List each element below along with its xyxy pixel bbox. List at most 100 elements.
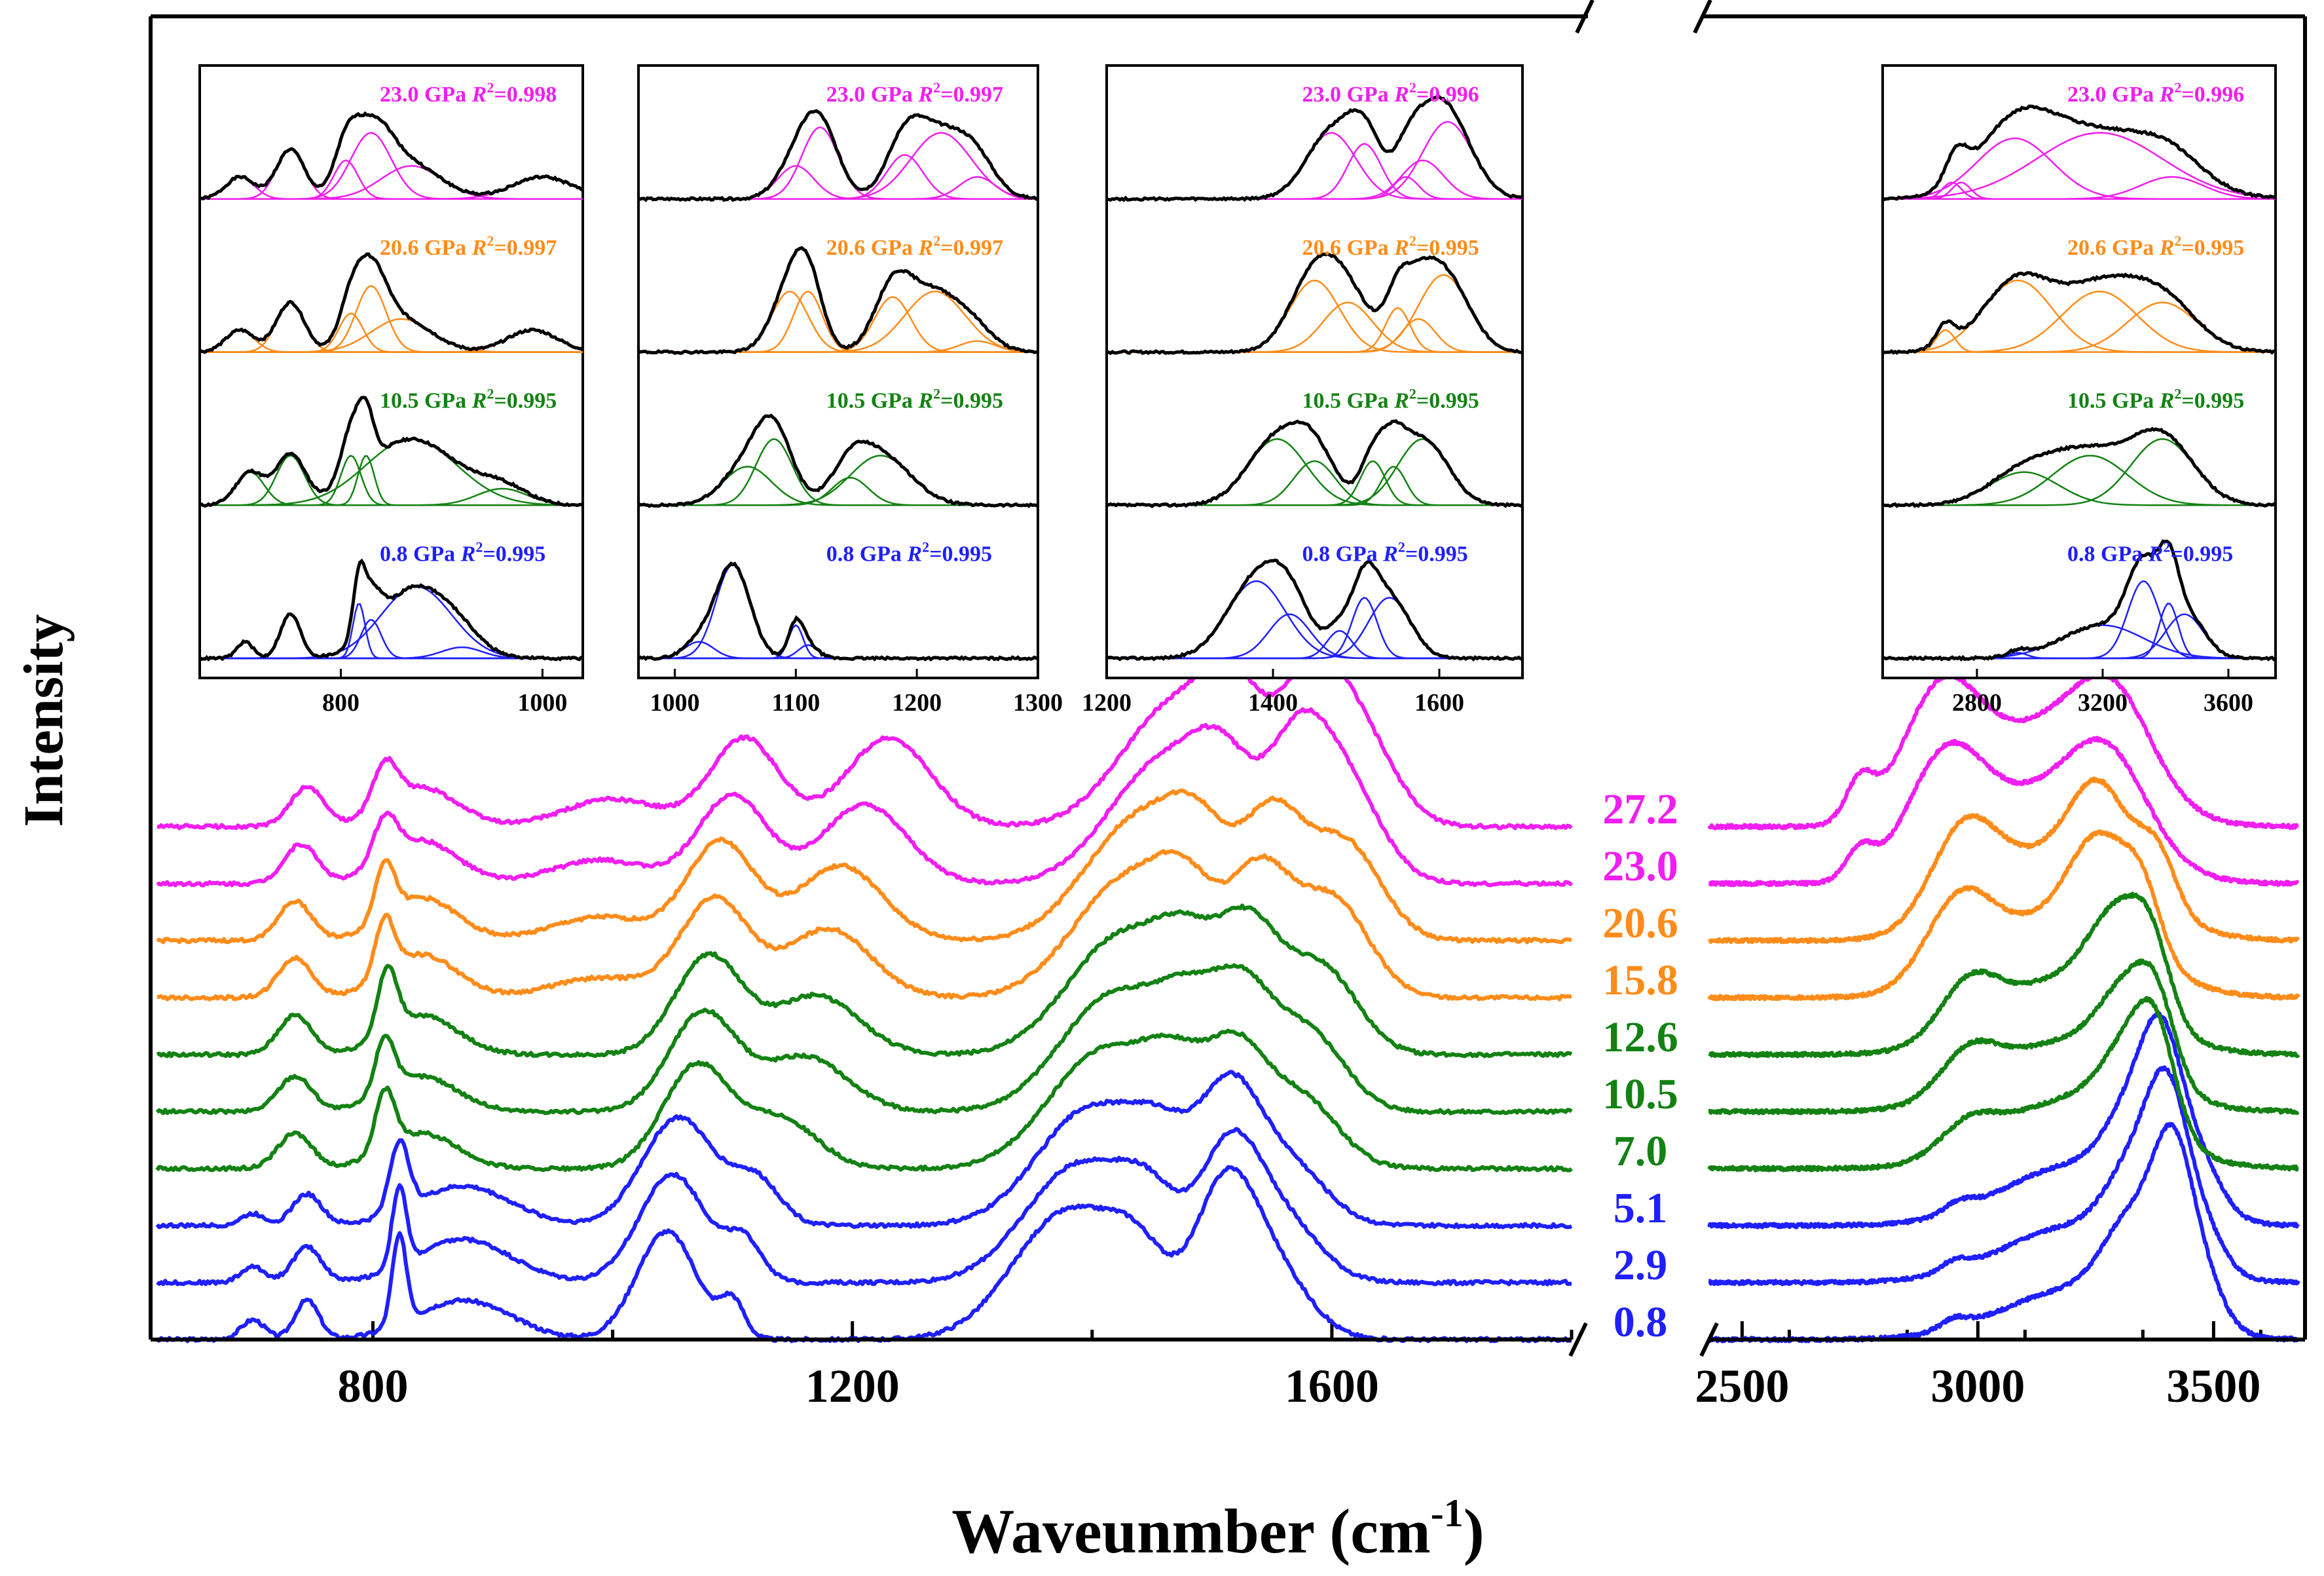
inset-3-row-label-1: 20.6 GPa R2=0.995 xyxy=(1302,233,1479,260)
inset-3-envelope-3 xyxy=(1106,558,1523,662)
series-label-20.6: 20.6 xyxy=(1602,899,1678,947)
inset-4-tick-label-3200: 3200 xyxy=(2078,689,2128,717)
x-tick-label-low-800: 800 xyxy=(337,1360,408,1412)
inset-2-row-label-0: 23.0 GPa R2=0.997 xyxy=(826,79,1003,107)
series-label-27.2: 27.2 xyxy=(1602,785,1678,833)
axes-frame xyxy=(149,0,2307,1357)
series-high-27.2 xyxy=(1707,671,2300,831)
inset-2-tick-label-1000: 1000 xyxy=(650,689,699,717)
x-axis-label-sup: -1 xyxy=(1431,1492,1464,1535)
inset-4-row-label-0: 23.0 GPa R2=0.996 xyxy=(2067,79,2244,107)
series-label-0.8: 0.8 xyxy=(1614,1298,1668,1346)
inset-2-row-label-2: 10.5 GPa R2=0.995 xyxy=(826,386,1003,413)
inset-3-tick-label-1200: 1200 xyxy=(1082,689,1132,717)
x-axis-label-close: ) xyxy=(1464,1496,1485,1566)
inset-2-row-label-3: 0.8 GPa R2=0.995 xyxy=(826,538,992,566)
inset-2-envelope-0 xyxy=(638,109,1039,202)
series-low-12.6 xyxy=(156,903,1573,1059)
inset-4-row-label-2: 10.5 GPa R2=0.995 xyxy=(2067,386,2244,413)
inset-3-tick-label-1600: 1600 xyxy=(1414,689,1464,717)
inset-2-frame xyxy=(637,64,1039,679)
panel-high: 2500 3000 3500 xyxy=(1695,671,2300,1412)
inset-4-envelope-2 xyxy=(1882,426,2277,508)
inset-1-row-label-0: 23.0 GPa R2=0.998 xyxy=(380,79,557,107)
inset-1-envelope-1 xyxy=(198,252,584,354)
series-low-2.9 xyxy=(156,1127,1572,1286)
series-low-20.6 xyxy=(156,789,1572,945)
series-low-23.0 xyxy=(156,707,1574,888)
series-low-0.8 xyxy=(157,1165,1572,1343)
inset-4-envelope-0 xyxy=(1881,104,2277,202)
inset-3-row-label-3: 0.8 GPa R2=0.995 xyxy=(1302,538,1467,566)
x-tick-label-low-1200: 1200 xyxy=(805,1360,900,1412)
series-high-2.9 xyxy=(1708,1065,2300,1286)
inset-1-row-label-3: 0.8 GPa R2=0.995 xyxy=(380,538,545,566)
inset-2-tick-label-1100: 1100 xyxy=(771,689,820,717)
x-axis-label-main: Waveunmber (cm xyxy=(951,1496,1430,1566)
series-low-7.0 xyxy=(155,1028,1573,1173)
insets: 800 1000 23.0 GPa R2=0.998 20.6 GPa R2=0.99… xyxy=(198,64,2277,717)
inset-3-row-label-0: 23.0 GPa R2=0.996 xyxy=(1302,79,1479,107)
inset-4-component-0-3 xyxy=(1882,132,2276,200)
series-high-12.6 xyxy=(1708,891,2300,1059)
inset-3-row-label-2: 10.5 GPa R2=0.995 xyxy=(1302,386,1479,413)
series-label-23.0: 23.0 xyxy=(1602,842,1678,890)
series-high-0.8 xyxy=(1707,1121,2300,1343)
inset-1-envelope-2 xyxy=(199,396,583,508)
series-high-15.8 xyxy=(1707,829,2300,1002)
inset-3-frame xyxy=(1105,64,1524,679)
inset-3-envelope-0 xyxy=(1107,95,1523,202)
inset-4-envelope-3 xyxy=(1882,539,2277,662)
series-high-23.0 xyxy=(1708,736,2300,888)
series-high-5.1 xyxy=(1707,1011,2300,1229)
inset-1-tick-label-800: 800 xyxy=(322,689,360,717)
x-tick-label-low-1600: 1600 xyxy=(1285,1360,1379,1412)
x-tick-label-high-2500: 2500 xyxy=(1695,1360,1789,1412)
inset-1-frame xyxy=(198,64,584,679)
inset-2-tick-label-1200: 1200 xyxy=(892,689,942,717)
inset-4-row-label-1: 20.6 GPa R2=0.995 xyxy=(2067,233,2244,260)
series-label-10.5: 10.5 xyxy=(1602,1070,1678,1118)
inset-2-envelope-2 xyxy=(637,413,1039,508)
x-tick-label-high-3500: 3500 xyxy=(2166,1360,2260,1412)
inset-1-tick-label-1000: 1000 xyxy=(517,689,567,717)
inset-2-row-label-1: 20.6 GPa R2=0.997 xyxy=(826,233,1003,260)
series-high-20.6 xyxy=(1708,776,2300,945)
series-high-7.0 xyxy=(1707,996,2300,1173)
inset-3-tick-label-1400: 1400 xyxy=(1248,689,1298,717)
series-low-5.1 xyxy=(155,1070,1573,1229)
y-axis-label: Intensity xyxy=(12,614,75,827)
inset-2-envelope-1 xyxy=(637,246,1039,355)
inset-4-row-label-3: 0.8 GPa R2=0.995 xyxy=(2067,538,2233,566)
inset-4-envelope-1 xyxy=(1882,271,2276,355)
series-label-12.6: 12.6 xyxy=(1602,1013,1678,1061)
inset-4-component-0-4 xyxy=(1883,176,2276,200)
inset-1-row-label-1: 20.6 GPa R2=0.997 xyxy=(380,233,557,260)
panel-low: 800 1200 1600 0.8 2.9 5.1 7.0 10.5 12.6 15.8 20.6 2… xyxy=(155,649,1678,1412)
inset-1-envelope-0 xyxy=(198,111,583,201)
series-high-10.5 xyxy=(1708,958,2300,1116)
series-low-15.8 xyxy=(157,849,1572,1002)
inset-1-envelope-3 xyxy=(198,558,583,662)
inset-4: 2800 3200 3600 23.0 GPa R2=0.996 20.6 GPa R2… xyxy=(1881,64,2277,717)
inset-4-tick-label-2800: 2800 xyxy=(1952,689,2002,717)
series-low-10.5 xyxy=(155,963,1573,1116)
inset-3-envelope-1 xyxy=(1106,252,1523,356)
inset-4-tick-label-3600: 3600 xyxy=(2204,689,2253,717)
x-tick-label-high-3000: 3000 xyxy=(1930,1360,2025,1412)
inset-2: 1000 1100 1200 1300 23.0 GPa R2=0.997 20.6 GP… xyxy=(637,64,1063,717)
inset-1-row-label-2: 10.5 GPa R2=0.995 xyxy=(380,386,557,413)
inset-3-envelope-2 xyxy=(1106,419,1524,508)
inset-4-frame xyxy=(1881,64,2277,679)
series-label-15.8: 15.8 xyxy=(1602,956,1678,1004)
series-label-2.9: 2.9 xyxy=(1614,1241,1668,1289)
x-axis-label: Waveunmber (cm-1) xyxy=(951,1492,1484,1566)
inset-4-component-0-2 xyxy=(1883,137,2276,200)
inset-3: 1200 1400 1600 23.0 GPa R2=0.996 20.6 GPa R2… xyxy=(1082,64,1524,717)
inset-2-envelope-3 xyxy=(637,561,1039,662)
inset-2-tick-label-1300: 1300 xyxy=(1013,689,1063,717)
series-label-5.1: 5.1 xyxy=(1614,1184,1668,1232)
series-label-7.0: 7.0 xyxy=(1614,1127,1668,1175)
inset-1-component-2-5 xyxy=(200,487,583,506)
